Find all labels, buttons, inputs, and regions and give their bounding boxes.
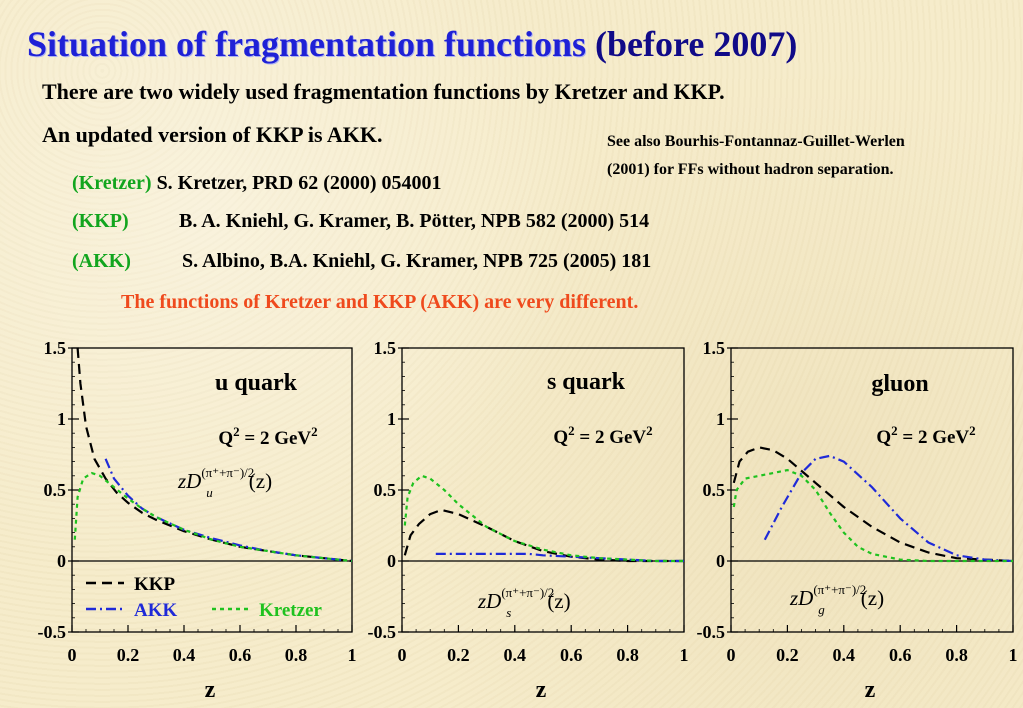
x-tick-label: 0 <box>398 645 407 665</box>
reference-kkp: (KKP) B. A. Kniehl, G. Kramer, B. Pötter,… <box>72 210 649 233</box>
x-tick-label: 1 <box>680 645 689 665</box>
x-tick-label: 0.2 <box>776 645 799 665</box>
x-tick-label: 0.6 <box>889 645 912 665</box>
function-label: zD(π⁺+π⁻)/2 g (z) <box>789 582 884 617</box>
see-also-line-1: See also Bourhis-Fontannaz-Guillet-Werle… <box>607 133 905 150</box>
title-main: Situation of fragmentation functions <box>27 24 587 64</box>
y-tick-label: 0 <box>57 551 66 571</box>
see-also-note: See also Bourhis-Fontannaz-Guillet-Werle… <box>607 128 905 184</box>
y-tick-label: 0 <box>387 551 396 571</box>
difference-note: The functions of Kretzer and KKP (AKK) a… <box>121 291 639 313</box>
title-suffix: (before 2007) <box>586 24 798 64</box>
series-line-kretzer <box>73 471 353 563</box>
q2-label: Q2 = 2 GeV2 <box>553 423 652 448</box>
x-tick-label: 0.8 <box>285 645 308 665</box>
slide-title: Situation of fragmentation functions (be… <box>27 22 797 66</box>
legend-label-akk: AKK <box>134 600 178 621</box>
x-tick-label: 0.6 <box>229 645 252 665</box>
x-tick-label: 0 <box>727 645 736 665</box>
y-tick-label: 0.5 <box>44 480 67 500</box>
y-tick-label: 1 <box>716 409 725 429</box>
series-line-akk <box>104 458 353 563</box>
x-tick-label: 0.4 <box>504 645 527 665</box>
x-tick-label: 0.2 <box>117 645 140 665</box>
reference-tag: (KKP) <box>72 210 129 232</box>
x-tick-label: 0.8 <box>616 645 639 665</box>
function-label: zD(π⁺+π⁻)/2 s (z) <box>477 585 571 620</box>
intro-line-2: An updated version of KKP is AKK. <box>42 122 383 147</box>
x-tick-label: 1 <box>1009 645 1018 665</box>
function-label: zD(π⁺+π⁻)/2 u (z) <box>177 465 272 500</box>
y-tick-label: 1.5 <box>44 338 67 358</box>
panel-label: s quark <box>547 369 626 395</box>
y-tick-label: 1 <box>57 409 66 429</box>
see-also-line-2: (2001) for FFs without hadron separation… <box>607 161 894 178</box>
x-axis-label: z <box>205 677 216 703</box>
series-line-kkp <box>76 347 353 563</box>
legend-label-kkp: KKP <box>134 574 176 595</box>
series-line-kkp <box>732 446 1014 563</box>
reference-cite: S. Albino, B.A. Kniehl, G. Kramer, NPB 7… <box>182 250 652 272</box>
x-axis-label: z <box>536 677 547 703</box>
panel-label: gluon <box>871 371 928 397</box>
reference-kretzer: (Kretzer) S. Kretzer, PRD 62 (2000) 0540… <box>72 172 442 195</box>
q2-label: Q2 = 2 GeV2 <box>218 424 317 449</box>
reference-akk: (AKK) S. Albino, B.A. Kniehl, G. Kramer, … <box>72 250 651 273</box>
reference-cite: S. Kretzer, PRD 62 (2000) 054001 <box>151 172 442 194</box>
x-tick-label: 0.2 <box>447 645 470 665</box>
reference-tag: (Kretzer) <box>72 172 152 194</box>
x-tick-label: 0.4 <box>173 645 196 665</box>
reference-cite: B. A. Kniehl, G. Kramer, B. Pötter, NPB … <box>179 210 650 232</box>
reference-tag: (AKK) <box>72 250 131 272</box>
y-tick-label: 1.5 <box>374 338 397 358</box>
series-line-kretzer <box>403 474 684 563</box>
y-tick-label: 1 <box>387 409 396 429</box>
y-tick-label: -0.5 <box>38 622 67 642</box>
series-line-akk <box>435 552 684 563</box>
x-tick-label: 0 <box>68 645 77 665</box>
series-line-akk <box>763 454 1014 563</box>
x-tick-label: 1 <box>348 645 357 665</box>
x-axis-label: z <box>865 677 876 703</box>
y-tick-label: 1.5 <box>703 338 726 358</box>
legend-label-kretzer: Kretzer <box>259 600 322 621</box>
series-line-kretzer <box>732 469 1013 563</box>
series-line-kkp <box>403 508 684 563</box>
intro-line-1: There are two widely used fragmentation … <box>42 79 725 104</box>
q2-label: Q2 = 2 GeV2 <box>876 423 975 448</box>
y-tick-label: 0.5 <box>374 480 397 500</box>
panel-label: u quark <box>215 370 298 396</box>
x-tick-label: 0.8 <box>945 645 968 665</box>
y-tick-label: 0.5 <box>703 480 726 500</box>
x-tick-label: 0.4 <box>833 645 856 665</box>
x-tick-label: 0.6 <box>560 645 583 665</box>
y-tick-label: 0 <box>716 551 725 571</box>
y-tick-label: -0.5 <box>697 622 726 642</box>
y-tick-label: -0.5 <box>368 622 397 642</box>
